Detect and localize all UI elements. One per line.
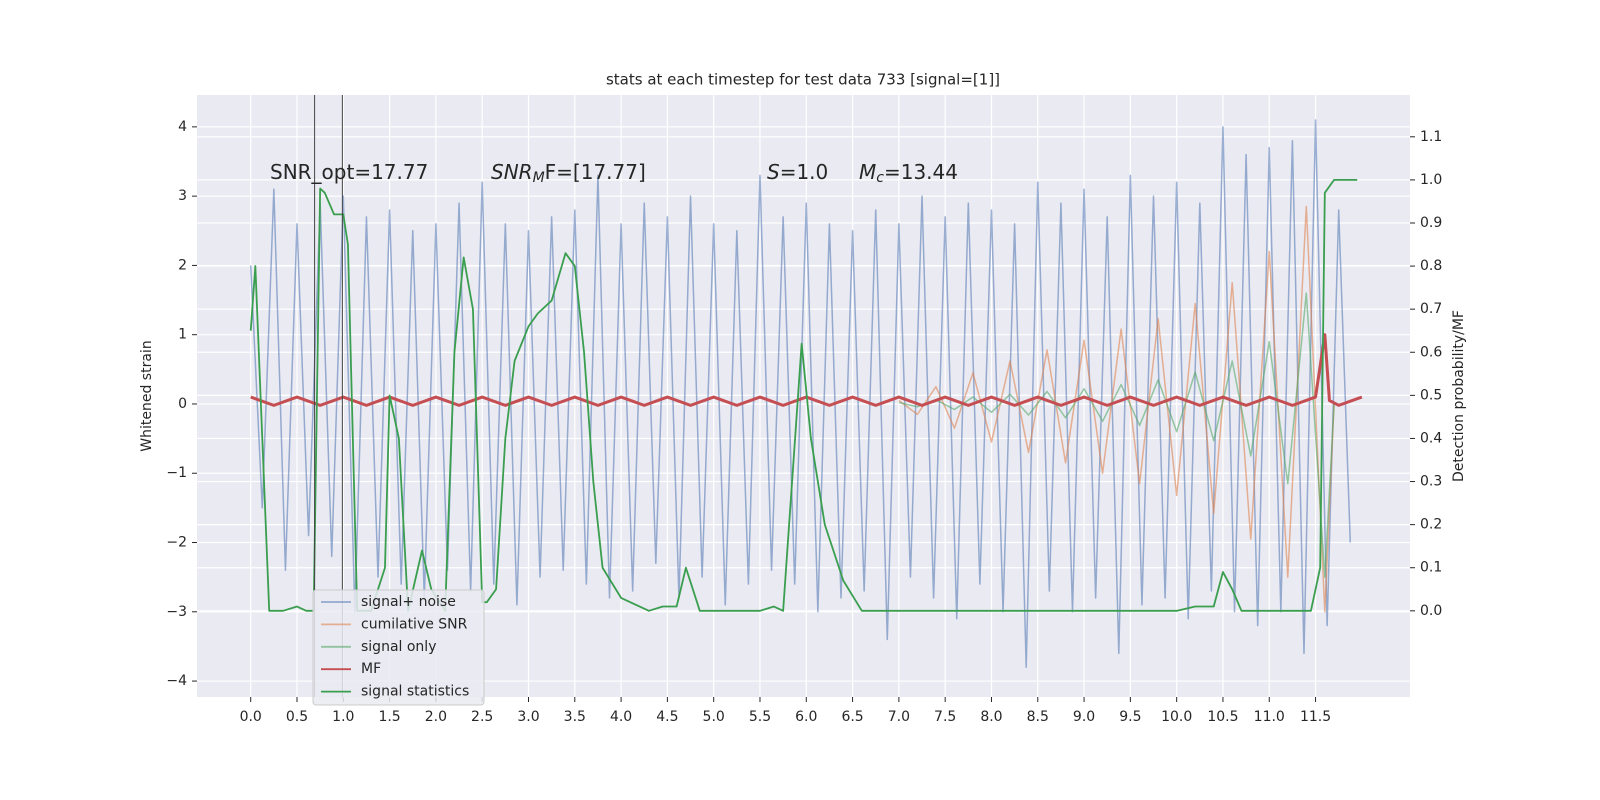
y-tick-label: 1 bbox=[178, 327, 187, 343]
x-tick-label: 5.5 bbox=[749, 709, 771, 725]
legend-label: signal only bbox=[361, 639, 436, 655]
y2-tick-label: 0.5 bbox=[1420, 387, 1442, 403]
y-tick-label: −3 bbox=[166, 604, 187, 620]
annotation-rest: =13.44 bbox=[884, 160, 958, 184]
x-tick-label: 9.0 bbox=[1073, 709, 1095, 725]
annotation-rest: =1.0 bbox=[780, 160, 829, 184]
x-tick-label: 2.5 bbox=[471, 709, 493, 725]
y2-tick-label: 0.6 bbox=[1420, 344, 1442, 360]
x-tick-label: 0.0 bbox=[240, 709, 262, 725]
legend-label: signal+ noise bbox=[361, 594, 456, 610]
x-tick-label: 11.5 bbox=[1300, 709, 1331, 725]
y-tick-label: 3 bbox=[178, 188, 187, 204]
plot-lines bbox=[249, 95, 1363, 697]
y-tick-label: −4 bbox=[166, 673, 187, 689]
series-line bbox=[249, 178, 1358, 612]
annotations: SNR_opt=17.77 SNRMF=[17.77] S=1.0 Mc=13.44 bbox=[270, 160, 958, 187]
x-tick-label: 10.0 bbox=[1161, 709, 1192, 725]
y-tick-label: 4 bbox=[178, 119, 187, 135]
y2-tick-label: 0.0 bbox=[1420, 603, 1442, 619]
series-line bbox=[898, 205, 1335, 613]
x-tick-label: 6.0 bbox=[795, 709, 817, 725]
annotation-base: M bbox=[859, 160, 876, 184]
y-axis-label: Whitened strain bbox=[139, 340, 155, 451]
series-line bbox=[249, 119, 1352, 668]
annotation: S=1.0 bbox=[767, 160, 828, 184]
annotation: Mc=13.44 bbox=[859, 160, 958, 187]
y2-tick-label: 0.2 bbox=[1420, 517, 1442, 533]
x-tick-label: 9.5 bbox=[1119, 709, 1141, 725]
y2-tick-label: 0.8 bbox=[1420, 258, 1442, 274]
annotation: SNRMF=[17.77] bbox=[491, 160, 646, 187]
y-tick-label: −2 bbox=[166, 535, 187, 551]
y2-tick-label: 1.0 bbox=[1420, 172, 1442, 188]
x-tick-label: 1.0 bbox=[332, 709, 354, 725]
x-tick-label: 0.5 bbox=[286, 709, 308, 725]
legend-label: cumilative SNR bbox=[361, 616, 468, 632]
chart-title: stats at each timestep for test data 733… bbox=[606, 71, 1000, 89]
annotation-sub: c bbox=[876, 170, 884, 186]
series-line bbox=[898, 292, 1335, 578]
x-tick-label: 7.5 bbox=[934, 709, 956, 725]
x-tick-label: 3.5 bbox=[564, 709, 586, 725]
x-tick-label: 1.5 bbox=[378, 709, 400, 725]
legend-label: MF bbox=[361, 661, 381, 677]
x-tick-label: 10.5 bbox=[1207, 709, 1238, 725]
annotation: SNR_opt=17.77 bbox=[270, 160, 428, 184]
x-tick-label: 7.0 bbox=[888, 709, 910, 725]
legend-label: signal statistics bbox=[361, 684, 469, 700]
axes: 0.0 0.5 1.0 1.5 2.0 2.5 3.0 3.5 4.0 4.5 5.0 5.5 6.0 6… bbox=[166, 119, 1442, 725]
legend-box bbox=[312, 589, 485, 706]
x-tick-label: 8.5 bbox=[1027, 709, 1049, 725]
series-line bbox=[250, 333, 1363, 407]
y2-tick-label: 0.1 bbox=[1420, 560, 1442, 576]
y2-tick-label: 0.3 bbox=[1420, 474, 1442, 490]
x-tick-label: 8.0 bbox=[980, 709, 1002, 725]
annotation-sub: M bbox=[533, 170, 545, 186]
y2-tick-label: 0.7 bbox=[1420, 301, 1442, 317]
y2-axis-label: Detection probability/MF bbox=[1451, 310, 1467, 482]
annotation-base: SNR_opt=17.77 bbox=[270, 160, 428, 184]
annotation-rest: F=[17.77] bbox=[545, 160, 646, 184]
x-tick-label: 11.0 bbox=[1254, 709, 1285, 725]
x-tick-label: 3.0 bbox=[517, 709, 539, 725]
x-tick-label: 4.0 bbox=[610, 709, 632, 725]
x-tick-label: 2.0 bbox=[425, 709, 447, 725]
annotation-base: S bbox=[767, 160, 780, 184]
annotation-base: SNR bbox=[491, 160, 533, 184]
y2-tick-label: 1.1 bbox=[1420, 129, 1442, 145]
legend: signal+ noise cumilative SNR signal only MF… bbox=[312, 589, 485, 706]
y-tick-label: 0 bbox=[178, 396, 187, 412]
x-tick-label: 6.5 bbox=[841, 709, 863, 725]
y-tick-label: −1 bbox=[166, 465, 187, 481]
y2-tick-label: 0.4 bbox=[1420, 430, 1442, 446]
x-tick-label: 4.5 bbox=[656, 709, 678, 725]
y-tick-label: 2 bbox=[178, 257, 187, 273]
y2-tick-label: 0.9 bbox=[1420, 215, 1442, 231]
x-tick-label: 5.0 bbox=[703, 709, 725, 725]
